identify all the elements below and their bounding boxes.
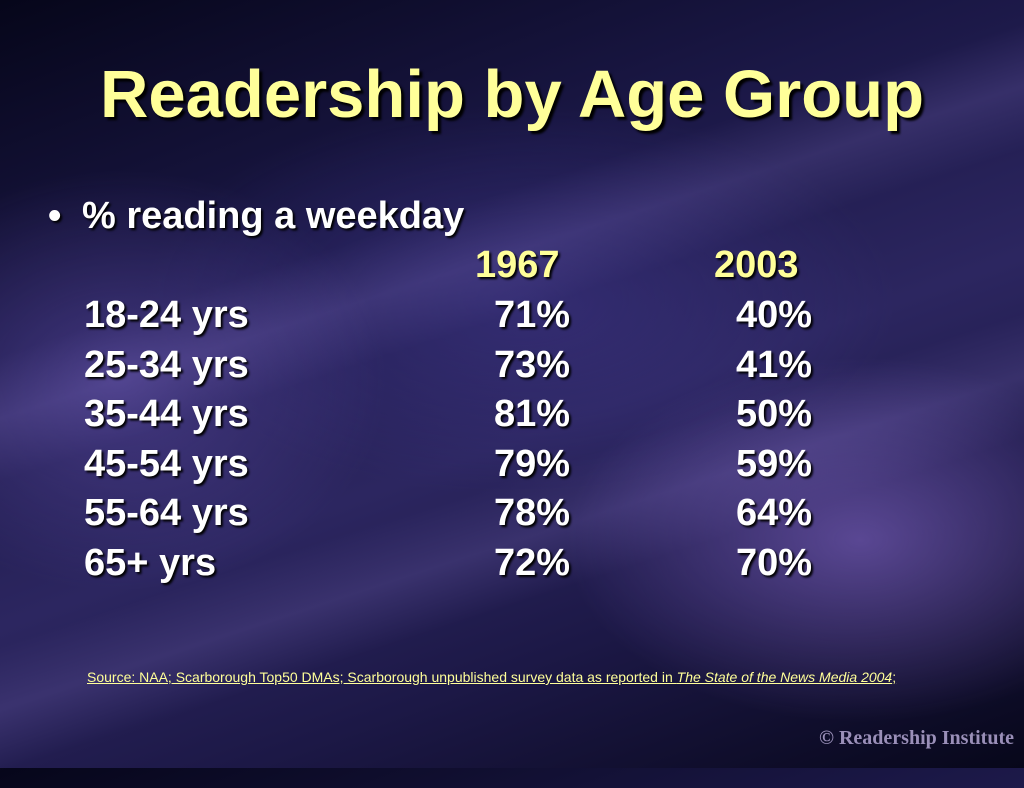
value-1967: 72% [494, 541, 571, 584]
table-row: 35-44 yrs 81% 50% [84, 389, 864, 439]
value-2003: 50% [736, 393, 813, 435]
value-1967: 78% [494, 492, 571, 534]
column-header-1967: 1967 [475, 244, 560, 286]
source-citation[interactable]: Source: NAA; Scarborough Top50 DMAs; Sca… [87, 668, 896, 686]
table-row: 18-24 yrs 71% 40% [84, 290, 864, 340]
value-2003: 70% [736, 541, 813, 584]
table-row: 65+ yrs 72% 70% [84, 538, 864, 588]
value-2003: 64% [736, 492, 813, 534]
slide-title: Readership by Age Group [100, 57, 924, 132]
bullet-icon: • [48, 195, 62, 237]
table-row: 55-64 yrs 78% 64% [84, 488, 864, 538]
bullet-text: % reading a weekday [82, 195, 465, 237]
age-group-label: 25-34 yrs [84, 343, 249, 386]
source-publication: The State of the News Media 2004 [676, 669, 893, 685]
age-group-label: 35-44 yrs [84, 393, 249, 435]
value-2003: 40% [736, 294, 813, 336]
age-group-label: 45-54 yrs [84, 442, 249, 485]
value-1967: 81% [494, 393, 571, 435]
table-row: 25-34 yrs 73% 41% [84, 340, 864, 390]
value-1967: 71% [494, 294, 571, 336]
readership-table: 18-24 yrs 71% 40% 25-34 yrs 73% 41% 35-4… [84, 290, 864, 587]
bullet-item: • % reading a weekday [48, 192, 464, 240]
value-1967: 73% [494, 343, 571, 386]
age-group-label: 65+ yrs [84, 541, 217, 584]
age-group-label: 55-64 yrs [84, 492, 249, 534]
table-row: 45-54 yrs 79% 59% [84, 439, 864, 489]
column-header-2003: 2003 [714, 244, 799, 286]
value-1967: 79% [494, 442, 571, 485]
source-text: Source: NAA; Scarborough Top50 DMAs; Sca… [87, 669, 677, 685]
copyright-notice: © Readership Institute [819, 727, 1014, 749]
age-group-label: 18-24 yrs [84, 294, 249, 336]
value-2003: 41% [736, 343, 813, 386]
value-2003: 59% [736, 442, 813, 485]
source-suffix: ; [892, 669, 897, 685]
